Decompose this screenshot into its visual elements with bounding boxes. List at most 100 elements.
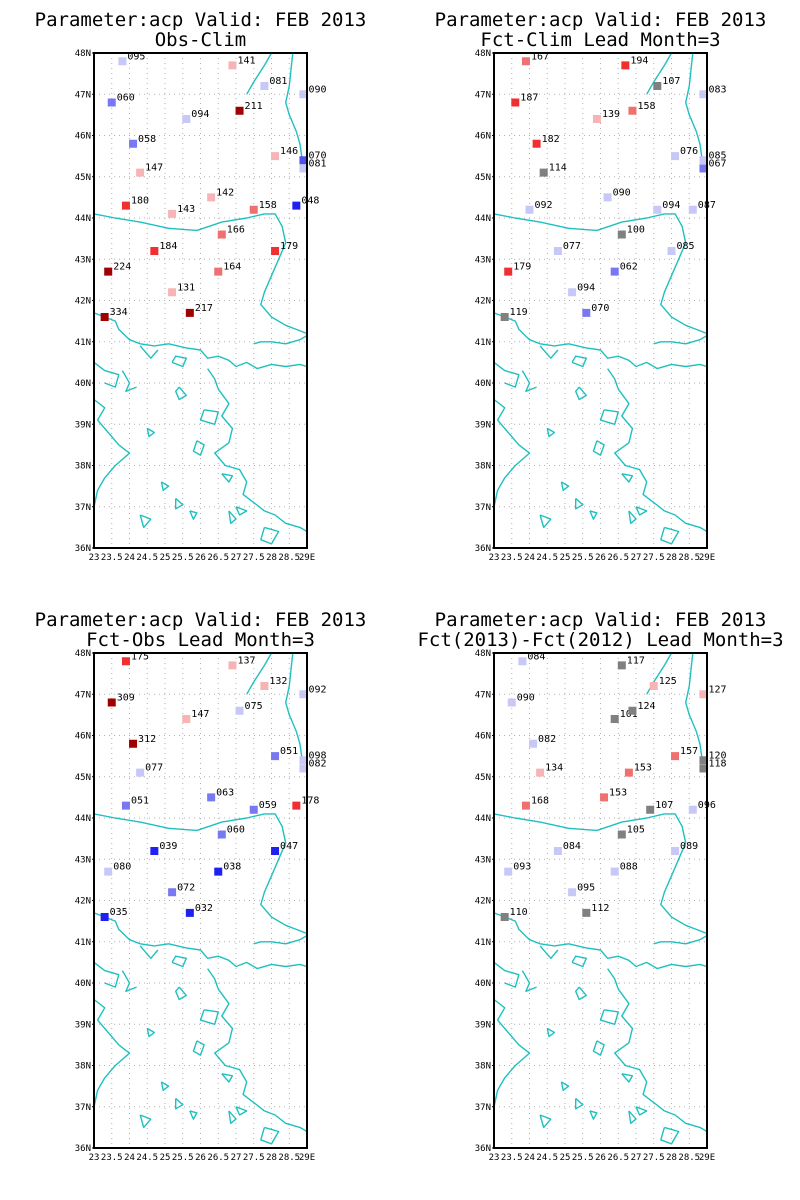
station-marker	[600, 793, 609, 802]
station-marker	[592, 115, 601, 123]
map-subtitle: Obs-Clim	[155, 29, 247, 51]
station-value-label: 083	[708, 84, 726, 95]
station-marker	[214, 867, 223, 876]
station-value-label: 107	[662, 76, 680, 87]
lat-tick-label: 44N	[75, 214, 91, 224]
station-value-label: 164	[223, 262, 241, 273]
lat-tick-label: 45N	[75, 173, 91, 183]
lon-tick-label: 29E	[299, 553, 315, 563]
station-marker	[699, 756, 708, 765]
station-marker	[610, 715, 619, 723]
station-value-label: 179	[513, 262, 531, 273]
station-value-label: 211	[245, 101, 263, 112]
station-marker	[610, 267, 619, 276]
station-marker	[525, 205, 534, 214]
station-value-label: 132	[269, 676, 287, 687]
lon-tick-label: 28.5	[678, 553, 700, 563]
station-value-label: 092	[308, 684, 326, 695]
station-marker	[299, 690, 308, 699]
lat-tick-label: 41N	[475, 938, 491, 948]
station-value-label: 141	[237, 55, 255, 66]
station-marker	[228, 661, 237, 670]
gridlines	[494, 53, 707, 548]
station-value-label: 051	[280, 746, 298, 757]
lat-tick-label: 41N	[475, 338, 491, 348]
lat-tick-label: 45N	[75, 773, 91, 783]
station-value-label: 134	[545, 763, 563, 774]
station-value-label: 090	[517, 693, 535, 704]
lat-tick-label: 40N	[75, 379, 91, 389]
lat-tick-label: 42N	[75, 297, 91, 307]
lat-tick-label: 42N	[475, 897, 491, 907]
station-value-label: 084	[563, 841, 581, 852]
station-value-label: 157	[680, 746, 698, 757]
gridlines	[94, 653, 307, 1148]
station-value-label: 178	[301, 796, 319, 807]
lon-tick-label: 26.5	[607, 553, 629, 563]
lon-tick-label: 24	[524, 553, 535, 563]
station-value-label: 090	[613, 187, 631, 198]
station-marker	[621, 61, 630, 70]
lon-tick-label: 24	[124, 553, 135, 563]
lat-tick-label: 38N	[75, 462, 91, 472]
lat-tick-label: 46N	[475, 132, 491, 142]
station-value-label: 032	[195, 903, 213, 914]
lon-tick-label: 25.5	[572, 553, 594, 563]
station-marker	[271, 152, 280, 161]
station-value-label: 072	[177, 882, 195, 893]
station-marker	[500, 313, 509, 321]
station-marker	[628, 106, 637, 115]
lon-tick-label: 23.5	[101, 553, 123, 563]
station-value-label: 334	[110, 307, 128, 318]
station-marker	[671, 847, 680, 855]
station-marker	[249, 205, 258, 214]
station-value-label: 184	[159, 241, 177, 252]
lon-tick-label: 23	[489, 553, 500, 563]
lat-tick-label: 44N	[475, 214, 491, 224]
lon-tick-label: 27	[231, 1153, 242, 1163]
station-value-label: 117	[627, 655, 645, 666]
station-marker	[271, 847, 280, 855]
station-value-label: 076	[680, 146, 698, 157]
station-marker	[521, 57, 530, 66]
station-marker	[649, 682, 658, 690]
station-marker	[271, 752, 280, 761]
station-marker	[553, 247, 562, 255]
station-marker	[617, 230, 626, 239]
gridlines	[94, 53, 307, 548]
station-value-label: 082	[538, 734, 556, 745]
lat-tick-label: 39N	[75, 1020, 91, 1030]
station-marker	[182, 115, 191, 123]
station-value-label: 143	[177, 204, 195, 215]
lon-tick-label: 26	[195, 553, 206, 563]
coastline	[93, 652, 308, 1145]
station-marker	[100, 313, 109, 321]
lon-tick-label: 26	[595, 1153, 606, 1163]
station-value-label: 085	[708, 150, 726, 161]
station-marker	[235, 106, 244, 115]
lat-tick-label: 40N	[475, 979, 491, 989]
station-marker	[217, 830, 226, 839]
map-title: Parameter:acp Valid: FEB 2013	[435, 609, 767, 631]
station-marker	[235, 706, 244, 715]
station-marker	[671, 752, 680, 761]
lat-tick-label: 44N	[75, 814, 91, 824]
station-marker	[646, 805, 655, 814]
map-title: Parameter:acp Valid: FEB 2013	[435, 9, 767, 31]
station-marker	[150, 247, 159, 255]
station-value-label: 094	[191, 109, 209, 120]
station-marker	[185, 308, 194, 317]
station-value-label: 051	[131, 796, 149, 807]
station-value-label: 112	[591, 903, 609, 914]
station-value-label: 110	[510, 907, 528, 918]
station-marker	[121, 801, 130, 810]
lat-tick-label: 36N	[75, 1144, 91, 1154]
station-value-label: 158	[259, 200, 277, 211]
station-value-label: 119	[510, 307, 528, 318]
station-value-label: 120	[708, 750, 726, 761]
station-value-label: 075	[245, 701, 263, 712]
station-value-label: 095	[127, 51, 145, 62]
lon-tick-label: 24.5	[536, 1153, 558, 1163]
station-marker	[271, 247, 280, 255]
